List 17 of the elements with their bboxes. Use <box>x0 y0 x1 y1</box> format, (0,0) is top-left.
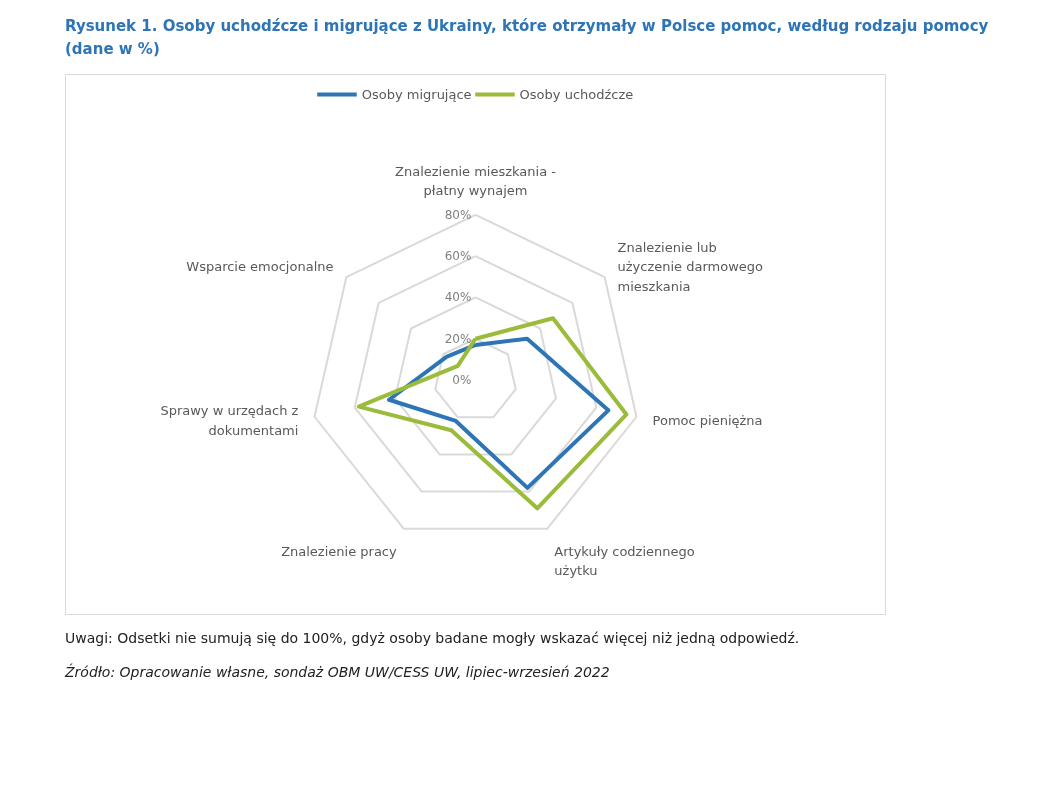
y-tick-label: 40% <box>444 290 472 305</box>
legend-label: Osoby migrujące <box>361 86 472 102</box>
y-tick-label: 80% <box>444 207 472 222</box>
y-tick-label: 0% <box>452 373 472 387</box>
legend-label: Osoby uchodźcze <box>519 86 634 102</box>
chart-title: Rysunek 1. Osoby uchodźcze i migrujące z Ukrainy, które otrzymały w Polsce pomoc, według rodzaju pomocy (dane w %) <box>65 16 990 60</box>
spoke-label: Znalezienie mieszkania - płatny wynajem <box>395 163 557 199</box>
y-tick-label: 60% <box>444 249 472 264</box>
spoke-label: Znalezienie lub użyczenie darmowego mieszkania <box>617 239 764 294</box>
spoke-label: Pomoc pieniężna <box>652 412 763 428</box>
spoke-label: Wsparcie emocjonalne <box>186 259 334 275</box>
y-tick-label: 20% <box>444 331 472 346</box>
spoke-label: Sprawy w urzędach z dokumentami <box>160 403 299 438</box>
spoke-label: Artykuły codziennego użytku <box>554 543 695 579</box>
text: Źródło: Opracowanie własne, sondaż OBM UW/CESS UW, lipiec-wrzesień 2022 <box>65 662 610 683</box>
text: Uwagi: Odsetki nie sumują się do 100%, gdyż osoby badane mogły wskazać więcej niż jedną odpowiedź. <box>65 629 800 648</box>
spoke-label: Znalezienie pracy <box>281 543 397 559</box>
